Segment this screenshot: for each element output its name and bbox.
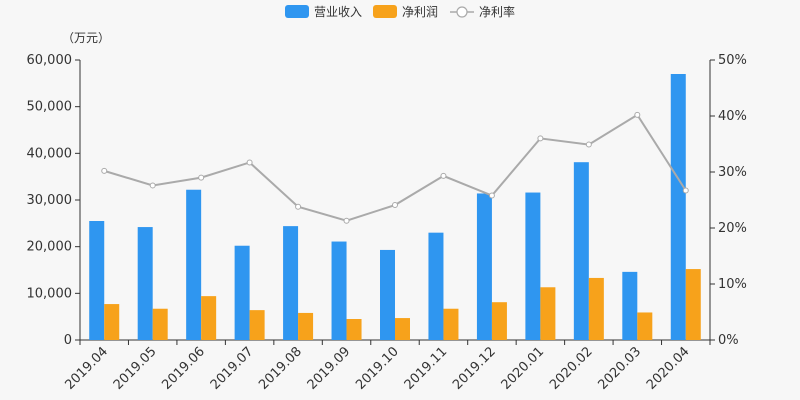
net-profit-bar: [588, 277, 604, 340]
legend-item-net-margin[interactable]: 净利率: [450, 4, 515, 19]
revenue-bar: [622, 271, 638, 340]
x-axis-tick-label: 2019.06: [159, 344, 208, 393]
x-axis-tick-label: 2020.02: [547, 344, 596, 393]
net-margin-point: [295, 203, 302, 210]
x-axis-tick-label: 2019.04: [62, 344, 111, 393]
left-axis-tick-label: 60,000: [27, 53, 73, 68]
revenue-bar: [380, 249, 395, 340]
legend-label: 净利率: [479, 4, 515, 19]
x-axis-tick-label: 2019.09: [305, 344, 354, 393]
right-axis-tick-label: 20%: [718, 221, 747, 236]
net-margin-line: [101, 111, 689, 224]
revenue-bar: [476, 193, 492, 340]
axes: 0 10,000 20,000 30,000 40,000 50,000 60,000 0% 1…: [27, 53, 747, 393]
net-margin-point: [392, 202, 398, 209]
revenue-bar: [283, 226, 299, 340]
x-axis-tick-label: 2019.12: [450, 344, 499, 393]
left-axis-tick-label: 40,000: [27, 146, 73, 161]
net-profit-bar: [104, 304, 120, 340]
right-axis-tick-label: 30%: [718, 165, 747, 180]
revenue-bar: [331, 241, 347, 340]
x-axis-tick-label: 2019.07: [208, 344, 257, 393]
net-margin-point: [101, 167, 108, 174]
legend: 营业收入 净利润 净利率: [285, 4, 515, 19]
revenue-bar: [234, 245, 250, 340]
revenue-bar: [428, 232, 444, 340]
net-profit-bar: [201, 296, 217, 340]
left-axis-tick-label: 50,000: [27, 100, 73, 115]
revenue-bar: [186, 189, 202, 340]
net-profit-bar: [249, 310, 265, 340]
net-profit-bar: [395, 318, 410, 340]
net-margin-point: [198, 174, 205, 181]
revenue-bar: [137, 227, 153, 340]
net-margin-point: [537, 135, 544, 142]
legend-swatch: [373, 5, 397, 18]
revenue-bar: [573, 162, 589, 340]
net-margin-point: [634, 111, 641, 118]
net-margin-point: [343, 217, 350, 224]
x-axis-tick-label: 2020.04: [644, 344, 693, 393]
x-axis-tick-label: 2019.05: [111, 344, 160, 393]
right-axis-tick-label: 50%: [718, 53, 747, 68]
revenue-bar: [670, 74, 686, 340]
legend-item-revenue[interactable]: 营业收入: [285, 5, 362, 19]
net-profit-bar: [491, 302, 507, 340]
net-profit-bar: [346, 319, 362, 340]
net-margin-point: [440, 172, 447, 179]
right-axis-tick-label: 0%: [718, 333, 739, 348]
net-profit-bar: [540, 287, 556, 340]
y-axis-unit-label: （万元）: [62, 31, 110, 45]
legend-label: 净利润: [402, 5, 438, 19]
x-axis-tick-label: 2020.01: [499, 344, 548, 393]
net-margin-point: [149, 182, 156, 189]
x-axis-tick-label: 2019.08: [256, 344, 305, 393]
net-margin-point: [488, 192, 495, 199]
left-axis-tick-label: 20,000: [27, 240, 73, 255]
revenue-bar: [525, 192, 541, 340]
x-axis-tick-label: 2019.11: [402, 344, 451, 393]
x-axis-tick-label: 2020.03: [596, 344, 645, 393]
left-axis-tick-label: 30,000: [27, 193, 73, 208]
legend-label: 营业收入: [314, 5, 362, 19]
net-margin-point: [682, 187, 689, 194]
legend-item-net-profit[interactable]: 净利润: [373, 5, 438, 19]
net-profit-bar: [443, 308, 459, 340]
legend-swatch: [285, 5, 309, 18]
net-profit-bar: [637, 312, 653, 340]
legend-marker: [456, 6, 468, 18]
right-axis-tick-label: 10%: [718, 277, 747, 292]
revenue-bar: [89, 221, 105, 340]
net-profit-bar: [685, 269, 701, 340]
net-profit-bar: [152, 308, 168, 340]
right-axis-tick-label: 40%: [718, 109, 747, 124]
net-margin-point: [246, 159, 253, 166]
x-axis-tick-label: 2019.10: [353, 344, 402, 393]
net-profit-bar: [298, 312, 314, 340]
left-axis-tick-label: 10,000: [27, 286, 73, 301]
bars: [89, 74, 701, 340]
left-axis-tick-label: 0: [64, 333, 72, 348]
net-margin-point: [585, 141, 592, 148]
